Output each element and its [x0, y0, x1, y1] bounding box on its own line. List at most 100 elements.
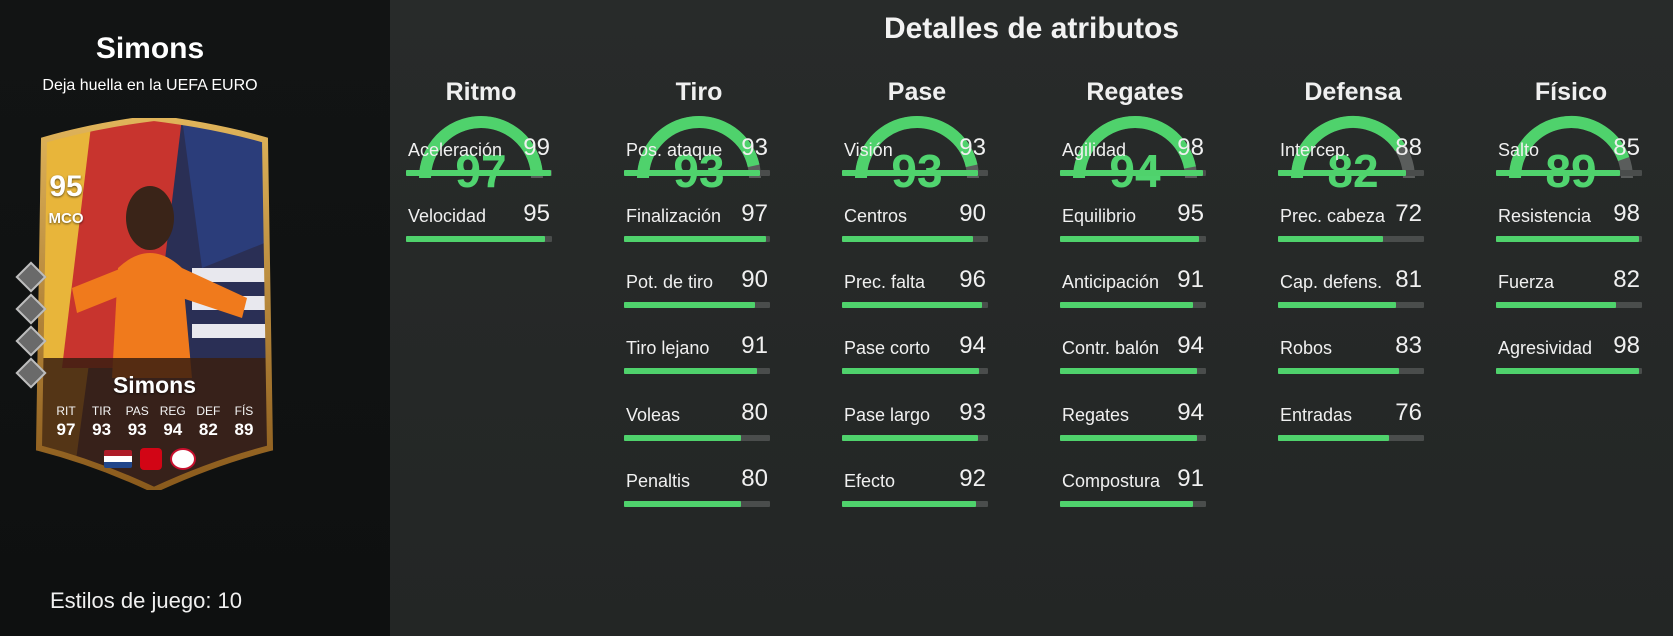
attribute-bar	[1278, 236, 1424, 242]
attribute-row: Tiro lejano 91	[624, 332, 774, 378]
card-artwork	[35, 118, 274, 490]
attribute-bar	[624, 236, 770, 242]
attribute-value: 98	[1613, 200, 1640, 227]
attribute-name: Pot. de tiro	[626, 272, 714, 292]
attribute-name: Cap. defens.	[1280, 272, 1383, 292]
category-gauge	[1509, 116, 1633, 179]
attribute-bar-fill	[842, 435, 978, 441]
attribute-value: 93	[741, 134, 768, 161]
attribute-row: Anticipación 91	[1060, 266, 1210, 312]
category-name: Pase	[887, 78, 947, 106]
attribute-value: 95	[523, 200, 550, 227]
attribute-bar	[624, 435, 770, 441]
attribute-bar-fill	[1060, 368, 1198, 374]
card-stat-value: 94	[163, 420, 183, 439]
attribute-name: Aceleración	[408, 140, 503, 160]
card-stat: FÍS 89	[228, 404, 260, 440]
attribute-bar-fill	[1060, 236, 1199, 242]
attribute-bar-fill	[1496, 170, 1621, 176]
card-stat-value: 82	[198, 420, 218, 439]
attribute-value: 94	[1177, 399, 1204, 426]
attribute-name: Entradas	[1280, 405, 1353, 425]
category-name: Físico	[1534, 78, 1608, 106]
attribute-name: Compostura	[1062, 471, 1161, 491]
attribute-name: Fuerza	[1498, 272, 1555, 292]
category-name: Tiro	[675, 78, 723, 106]
attribute-row: Pase corto 94	[842, 332, 992, 378]
card-stat-label: TIR	[91, 404, 112, 418]
attribute-row: Agilidad 98	[1060, 134, 1210, 180]
attribute-bar	[1278, 302, 1424, 308]
playstyle-icon	[15, 261, 47, 293]
attribute-row: Equilibrio 95	[1060, 200, 1210, 246]
gauge-fill	[855, 116, 978, 179]
card-stat-label: REG	[159, 404, 186, 418]
attribute-value: 98	[1177, 134, 1204, 161]
card-stat-label: DEF	[196, 404, 221, 418]
playstyle-icon	[15, 325, 47, 357]
card-overall-rating: 95	[49, 170, 83, 203]
attribute-bar	[624, 302, 770, 308]
attribute-bar	[842, 368, 988, 374]
attribute-name: Visión	[844, 140, 893, 160]
attribute-value: 93	[959, 134, 986, 161]
playstyle-icon	[15, 293, 47, 325]
attribute-value: 95	[1177, 200, 1204, 227]
attribute-value: 94	[959, 332, 986, 359]
attribute-bar	[1278, 435, 1424, 441]
attribute-value: 72	[1395, 200, 1422, 227]
netherlands-flag-icon	[104, 450, 132, 468]
attribute-value: 90	[959, 200, 986, 227]
card-stat-value: 93	[92, 420, 112, 439]
attribute-name: Robos	[1280, 338, 1333, 358]
attribute-bar	[1060, 501, 1206, 507]
attribute-row: Intercep. 88	[1278, 134, 1428, 180]
attribute-row: Prec. cabeza 72	[1278, 200, 1428, 246]
attribute-bar-fill	[842, 368, 980, 374]
card-stat-value: 97	[56, 420, 76, 439]
attribute-row: Fuerza 82	[1496, 266, 1646, 312]
attribute-bar	[624, 501, 770, 507]
player-panel: Simons Deja huella en la UEFA EURO	[0, 0, 390, 636]
attribute-bar-fill	[624, 170, 760, 176]
attribute-name: Intercep.	[1280, 140, 1351, 160]
attribute-name: Regates	[1062, 405, 1130, 425]
attribute-bar	[1060, 170, 1206, 176]
attribute-name: Tiro lejano	[626, 338, 710, 358]
attribute-bar	[1060, 302, 1206, 308]
attribute-bar-fill	[842, 236, 974, 242]
attribute-value: 94	[1177, 332, 1204, 359]
card-stat: DEF 82	[192, 404, 224, 440]
attribute-bar	[624, 170, 770, 176]
attribute-bar	[842, 435, 988, 441]
attribute-name: Pos. ataque	[626, 140, 723, 160]
attribute-bar-fill	[842, 501, 977, 507]
attribute-bar-fill	[1278, 435, 1389, 441]
card-stat: REG 94	[157, 404, 189, 440]
category-gauge	[1073, 116, 1197, 179]
attribute-name: Agresividad	[1498, 338, 1593, 358]
attribute-name: Centros	[844, 206, 908, 226]
card-stat-label: PAS	[125, 404, 149, 418]
card-stats: RIT 97 TIR 93 PAS 93 REG 94 DEF 82 FÍS 89	[50, 404, 260, 440]
attribute-bar	[1496, 170, 1642, 176]
attributes-panel: Detalles de atributos Ritmo 97 Aceleración…	[390, 0, 1673, 636]
attribute-bar-fill	[1278, 302, 1397, 308]
playstyles-count[interactable]: Estilos de juego: 10	[50, 588, 243, 613]
attribute-bar-fill	[1278, 170, 1407, 176]
attribute-bar	[1496, 236, 1642, 242]
attribute-name: Finalización	[626, 206, 722, 226]
attribute-bar	[842, 236, 988, 242]
attribute-bar	[624, 368, 770, 374]
attribute-bar-fill	[406, 170, 551, 176]
card-stat: RIT 97	[50, 404, 82, 440]
attribute-value: 82	[1613, 266, 1640, 293]
attribute-bar-fill	[842, 170, 978, 176]
attribute-bar	[1496, 302, 1642, 308]
attribute-row: Cap. defens. 81	[1278, 266, 1428, 312]
attribute-value: 88	[1395, 134, 1422, 161]
player-card[interactable]: 95 MCO Simons RIT 97 TIR 93 PAS 93 REG 94 DE…	[15, 118, 277, 490]
attribute-bar	[1496, 368, 1642, 374]
attribute-bar	[406, 236, 552, 242]
attribute-value: 80	[741, 399, 768, 426]
